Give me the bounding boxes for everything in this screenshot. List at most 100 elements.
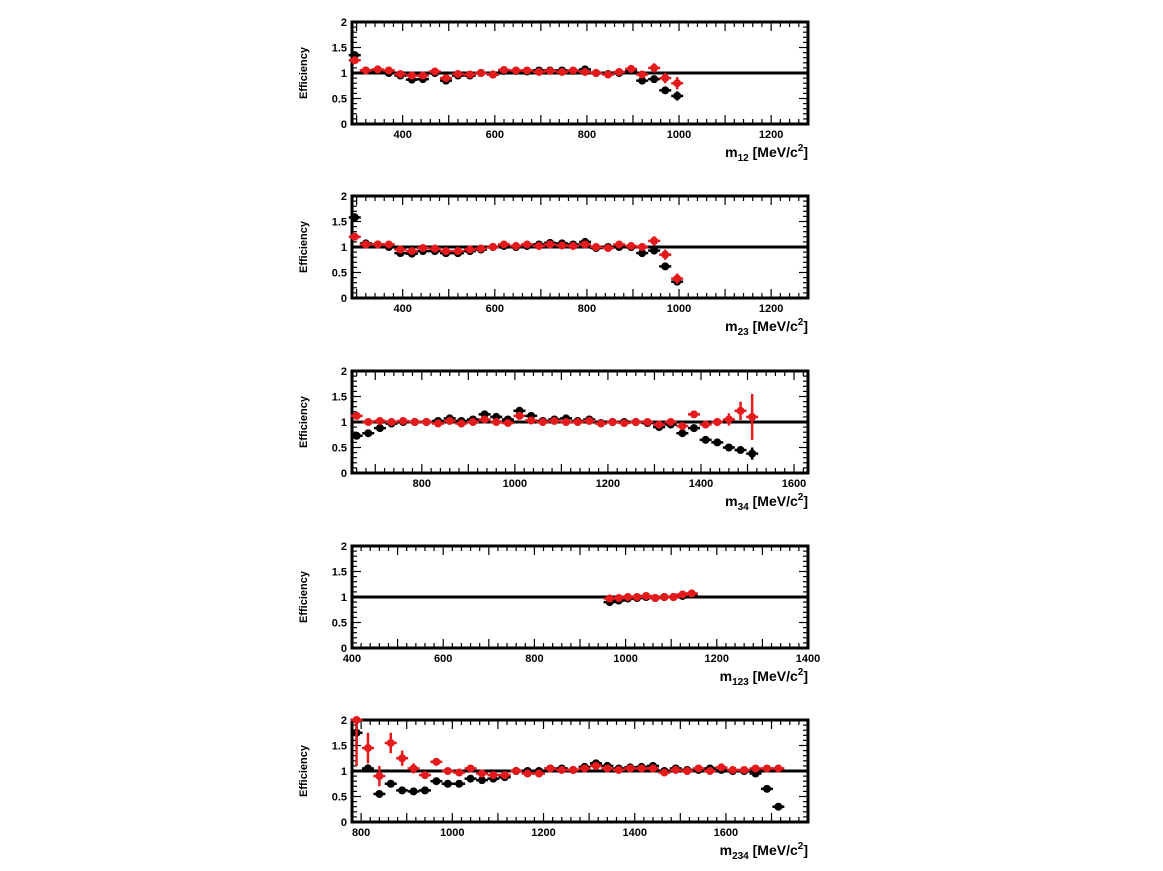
red-data-point <box>650 236 659 245</box>
x-axis-title-part: m <box>720 668 732 684</box>
y-tick-label: 0.5 <box>332 792 347 804</box>
red-data-point <box>562 418 571 426</box>
y-tick-label: 1.5 <box>332 217 347 229</box>
y-tick-label: 2 <box>341 541 347 553</box>
red-data-point <box>373 65 382 74</box>
red-data-point <box>678 422 687 431</box>
red-data-point <box>558 67 567 76</box>
x-axis-title-part: [MeV/c <box>749 842 798 858</box>
red-data-point <box>655 420 664 429</box>
x-axis-title-part: ] <box>803 493 808 509</box>
y-tick-label: 0.5 <box>332 268 347 280</box>
red-data-point <box>669 593 678 601</box>
chart-panel-1: 0 0.5 1 1.5 2 400 600 800 1000 1200 Efficiency m12 … <box>298 17 810 164</box>
red-data-point <box>399 416 408 425</box>
x-axis-title-part: ] <box>803 668 808 684</box>
x-tick-label: 600 <box>486 303 504 315</box>
red-data-point <box>409 764 418 773</box>
y-tick-label: 0 <box>341 643 347 655</box>
red-data-point <box>701 420 710 429</box>
x-axis-title-part: ] <box>803 144 808 160</box>
red-data-point <box>580 764 589 773</box>
red-data-point <box>476 244 485 253</box>
red-data-point <box>687 589 696 598</box>
black-data-point <box>409 787 418 796</box>
y-tick-label: 0.5 <box>332 618 347 630</box>
black-data-point <box>455 779 464 788</box>
x-axis-title-part: [MeV/c <box>749 668 798 684</box>
y-tick-label: 0 <box>341 468 347 480</box>
red-data-point <box>538 418 547 426</box>
red-data-point <box>361 240 370 249</box>
black-data-point <box>375 789 384 798</box>
red-data-point <box>352 716 361 724</box>
red-data-point <box>596 419 605 428</box>
x-tick-label: 1000 <box>503 478 527 490</box>
black-data-point <box>364 429 373 438</box>
black-data-point <box>713 438 722 447</box>
red-data-point <box>477 769 486 778</box>
x-axis-title-part: 234 <box>732 851 749 862</box>
x-axis-title-part: 2 <box>798 492 804 503</box>
x-axis-title-part: [MeV/c <box>749 493 798 509</box>
red-data-point <box>363 744 372 753</box>
y-tick-label: 0.5 <box>332 443 347 455</box>
y-axis-title: Efficiency <box>298 744 310 797</box>
red-data-point <box>375 772 384 781</box>
y-tick-label: 0 <box>341 817 347 829</box>
red-data-point <box>626 764 635 773</box>
x-axis-title-part: 2 <box>798 841 804 852</box>
x-axis-title-part: [MeV/c <box>749 318 798 334</box>
red-data-point <box>407 247 416 256</box>
red-data-point <box>661 74 670 83</box>
red-data-point <box>352 411 361 420</box>
x-tick-label: 600 <box>486 129 504 141</box>
x-tick-label: 1400 <box>622 827 646 839</box>
red-data-point <box>748 412 757 421</box>
red-data-point <box>445 416 454 425</box>
y-tick-label: 0 <box>341 293 347 305</box>
red-data-point <box>592 69 601 77</box>
red-data-point <box>650 63 659 72</box>
red-data-point <box>441 247 450 256</box>
x-tick-label: 400 <box>393 303 411 315</box>
red-data-point <box>671 765 680 774</box>
y-tick-label: 1.5 <box>332 43 347 55</box>
black-data-point <box>375 424 384 433</box>
x-tick-label: 800 <box>525 653 543 665</box>
black-data-point <box>748 449 757 458</box>
red-data-point <box>500 65 508 74</box>
red-data-point <box>350 232 359 241</box>
x-axis-title: m34 [MeV/c2] <box>725 492 808 513</box>
red-data-point <box>398 754 407 763</box>
black-data-point <box>443 779 452 788</box>
x-tick-label: 1000 <box>667 129 691 141</box>
x-axis-title-part: 34 <box>738 502 750 513</box>
red-data-point <box>592 243 601 251</box>
red-data-point <box>384 240 393 249</box>
red-data-point <box>373 240 382 249</box>
red-data-point <box>591 761 600 770</box>
x-tick-label: 1200 <box>531 827 555 839</box>
red-data-point <box>573 418 582 426</box>
black-data-point <box>724 443 733 452</box>
red-data-point <box>418 71 427 80</box>
x-axis-title: m12 [MeV/c2] <box>725 143 808 164</box>
red-data-point <box>546 240 555 249</box>
red-data-point <box>751 764 760 773</box>
x-axis-title-part: 2 <box>798 143 804 154</box>
red-data-point <box>637 764 646 773</box>
red-data-point <box>627 64 636 73</box>
red-data-point <box>364 418 373 426</box>
red-data-point <box>558 241 567 250</box>
red-data-point <box>527 416 536 425</box>
red-data-point <box>466 764 475 773</box>
red-data-point <box>651 594 660 603</box>
red-data-point <box>546 764 555 773</box>
red-data-point <box>615 240 624 249</box>
red-data-point <box>432 757 441 766</box>
red-data-point <box>430 244 439 253</box>
red-data-point <box>627 241 636 250</box>
x-tick-label: 1200 <box>759 129 783 141</box>
y-axis-title: Efficiency <box>298 46 310 99</box>
